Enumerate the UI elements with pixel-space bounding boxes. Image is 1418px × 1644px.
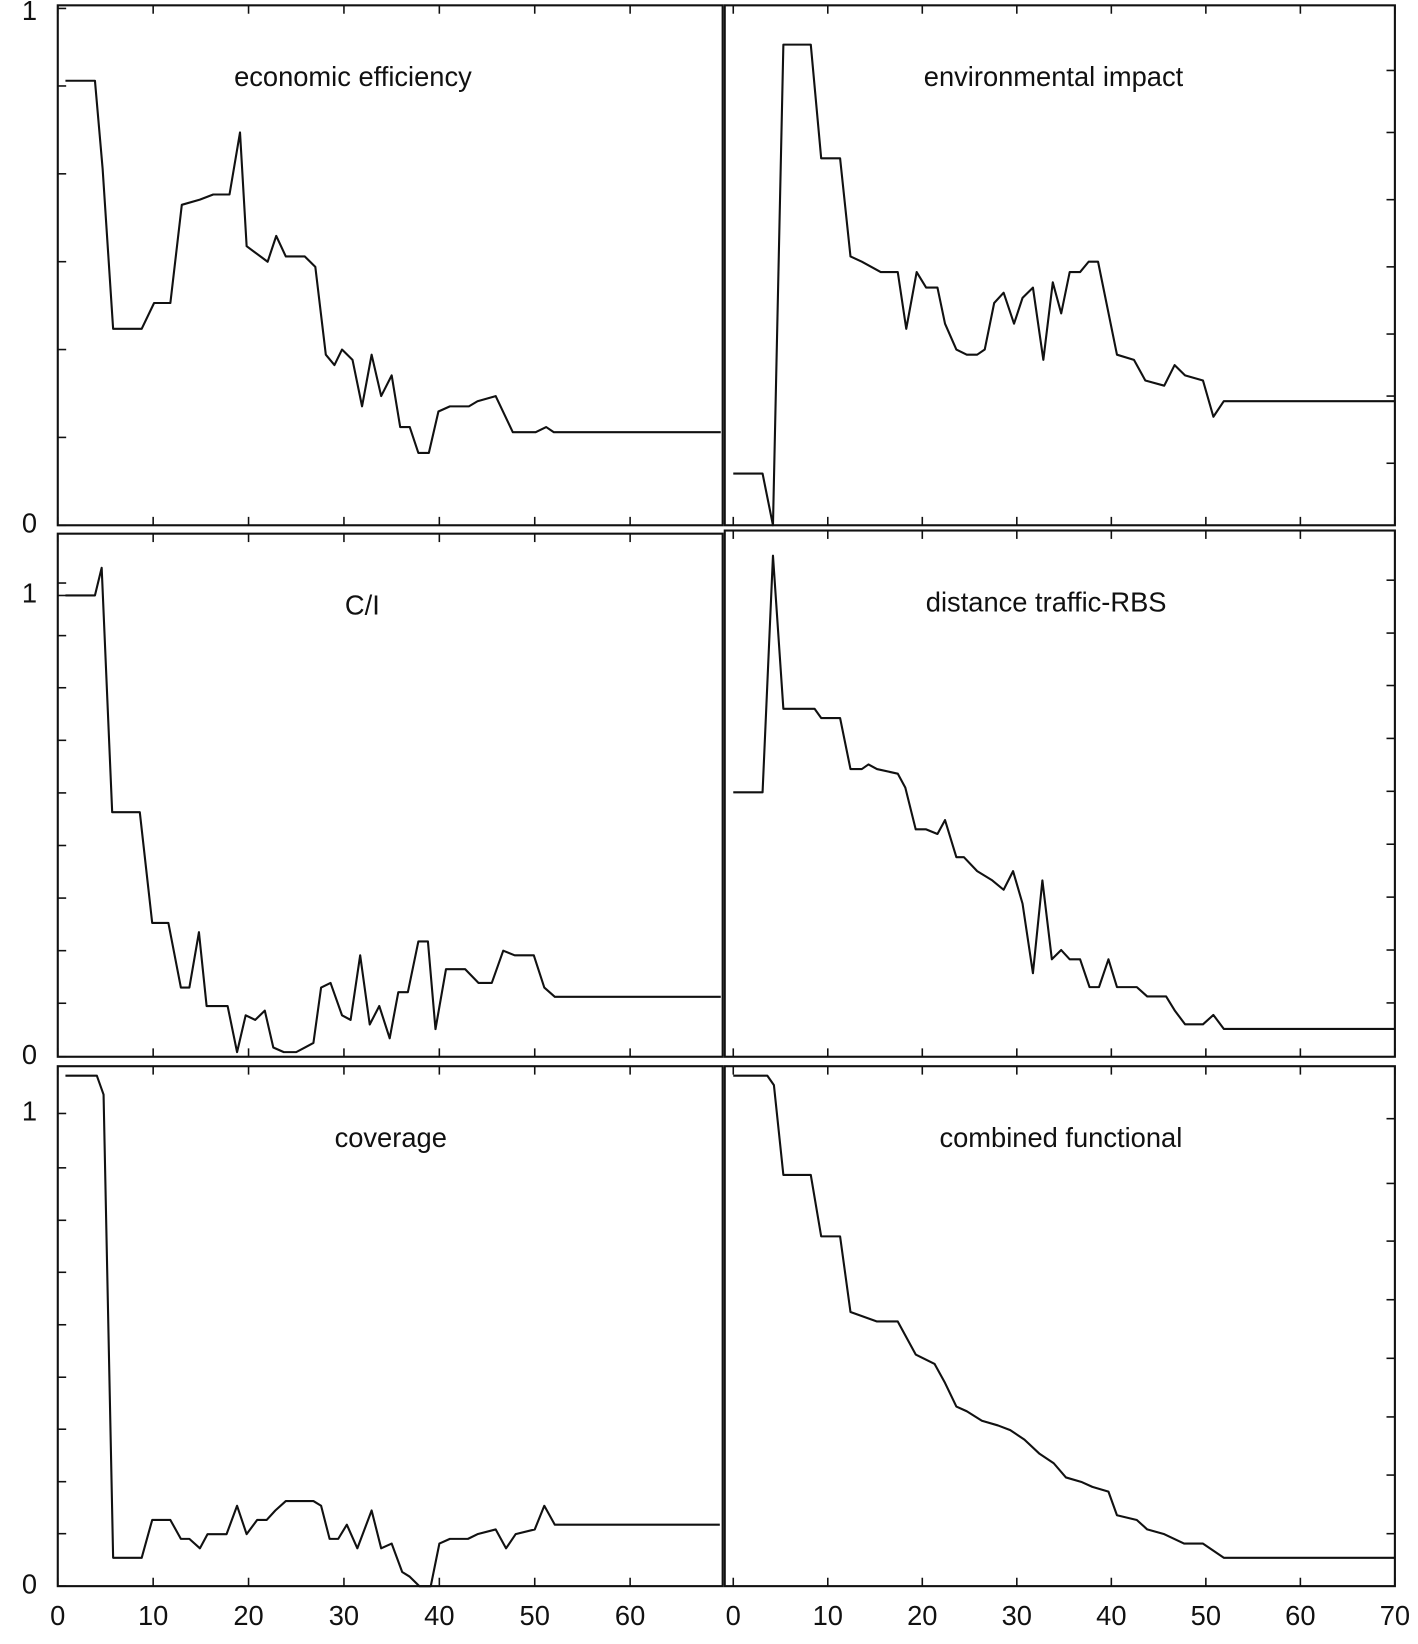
y-tick-label: 0	[22, 1568, 37, 1599]
data-line	[733, 1074, 1395, 1559]
data-line	[65, 566, 721, 1054]
x-tick-label: 60	[1285, 1600, 1315, 1631]
data-line	[733, 554, 1395, 1030]
y-tick-label: 1	[22, 1096, 37, 1127]
x-tick-label: 0	[726, 1600, 741, 1631]
x-tick-label: 40	[424, 1600, 454, 1631]
y-tick-label: 1	[22, 0, 37, 26]
data-line	[733, 43, 1395, 527]
panel-frame	[56, 1065, 724, 1588]
x-tick-label: 20	[907, 1600, 937, 1631]
x-tick-label: 50	[520, 1600, 550, 1631]
data-line	[65, 79, 721, 454]
panel-frame	[723, 529, 1396, 1058]
panel-title: C/I	[345, 589, 380, 620]
x-tick-label: 60	[615, 1600, 645, 1631]
x-tick-label: 70	[1380, 1600, 1410, 1631]
panel-title: combined functional	[939, 1122, 1182, 1153]
x-tick-label: 10	[138, 1600, 168, 1631]
y-tick-label: 1	[22, 578, 37, 609]
panel-frame	[56, 4, 724, 527]
y-tick-label: 0	[22, 507, 37, 538]
data-line	[65, 1074, 720, 1588]
x-tick-label: 40	[1096, 1600, 1126, 1631]
panel-frame	[723, 1065, 1396, 1588]
x-tick-label: 20	[233, 1600, 263, 1631]
panel-frame	[56, 532, 724, 1058]
x-tick-label: 50	[1191, 1600, 1221, 1631]
x-tick-label: 30	[329, 1600, 359, 1631]
panel-title: distance traffic-RBS	[926, 586, 1167, 617]
x-tick-label: 30	[1002, 1600, 1032, 1631]
panel-title: economic efficiency	[234, 61, 472, 92]
panel-title: coverage	[335, 1122, 447, 1153]
panel-frame	[723, 4, 1396, 527]
y-tick-label: 0	[22, 1039, 37, 1070]
panel-title: environmental impact	[924, 61, 1184, 92]
x-tick-label: 10	[813, 1600, 843, 1631]
x-tick-label: 0	[50, 1600, 65, 1631]
